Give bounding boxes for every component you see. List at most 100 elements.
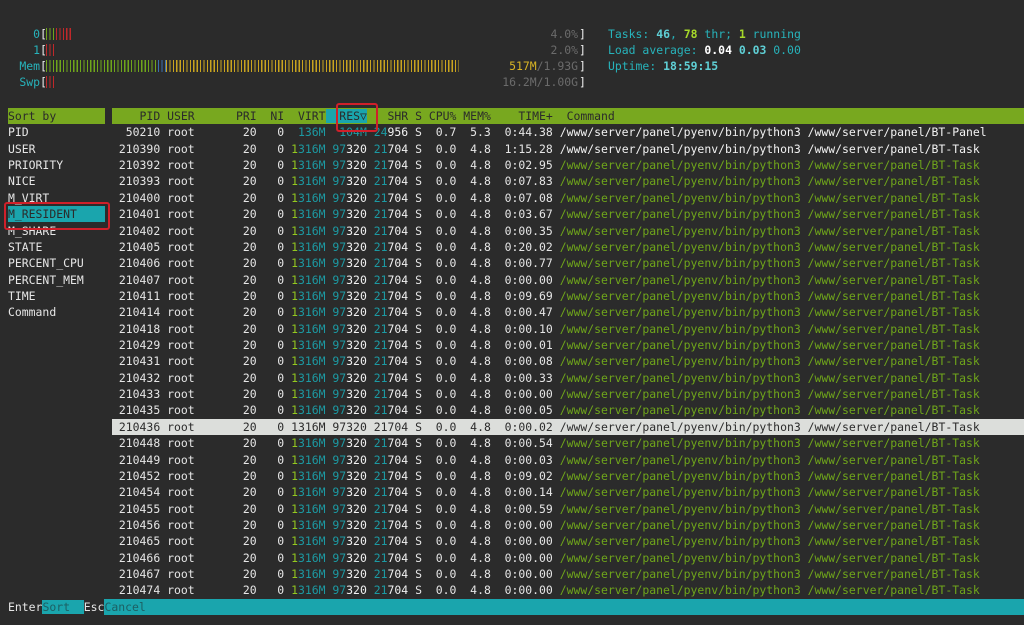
cpu-percent: 0.0 <box>421 485 457 500</box>
user: root <box>160 468 230 483</box>
process-row[interactable]: 210418 root 20 0 1316M 97320 21704 S 0.0… <box>112 321 1024 337</box>
shr-low: 704 <box>387 567 409 582</box>
column-header-time[interactable]: TIME+ <box>497 109 553 123</box>
process-row[interactable]: 210452 root 20 0 1316M 97320 21704 S 0.0… <box>112 468 1024 484</box>
process-row[interactable]: 210392 root 20 0 1316M 97320 21704 S 0.0… <box>112 157 1024 173</box>
mem-percent: 4.8 <box>456 468 491 483</box>
process-row[interactable]: 210414 root 20 0 1316M 97320 21704 S 0.0… <box>112 304 1024 320</box>
virt: 1316M <box>291 403 326 418</box>
process-row[interactable]: 210433 root 20 0 1316M 97320 21704 S 0.0… <box>112 386 1024 402</box>
res-column-highlight <box>336 103 378 132</box>
sort-option-user[interactable]: USER <box>8 141 36 156</box>
footer-esc-button[interactable]: EscCancel <box>84 599 1024 615</box>
process-row[interactable]: 210401 root 20 0 1316M 97320 21704 S 0.0… <box>112 206 1024 222</box>
command: /www/server/panel/pyenv/bin/python3 /www… <box>552 501 980 516</box>
process-row[interactable]: 210448 root 20 0 1316M 97320 21704 S 0.0… <box>112 435 1024 451</box>
process-row[interactable]: 50210 root 20 0 136M 104M 24956 S 0.7 5.… <box>112 124 1024 140</box>
process-row[interactable]: 210400 root 20 0 1316M 97320 21704 S 0.0… <box>112 190 1024 206</box>
process-row[interactable]: 210456 root 20 0 1316M 97320 21704 S 0.0… <box>112 517 1024 533</box>
sort-option-state[interactable]: STATE <box>8 239 43 254</box>
process-row[interactable]: 210406 root 20 0 1316M 97320 21704 S 0.0… <box>112 255 1024 271</box>
shr-low: 704 <box>387 239 409 254</box>
sort-option-command[interactable]: Command <box>8 305 57 320</box>
sort-option-m-share[interactable]: M_SHARE <box>8 223 57 238</box>
process-row[interactable]: 210429 root 20 0 1316M 97320 21704 S 0.0… <box>112 337 1024 353</box>
process-row[interactable]: 210402 root 20 0 1316M 97320 21704 S 0.0… <box>112 223 1024 239</box>
process-row[interactable]: 210449 root 20 0 1316M 97320 21704 S 0.0… <box>112 452 1024 468</box>
command: /www/server/panel/pyenv/bin/python3 /www… <box>552 436 980 451</box>
nice: 0 <box>256 370 285 385</box>
process-row[interactable]: 210467 root 20 0 1316M 97320 21704 S 0.0… <box>112 566 1024 582</box>
column-header-virt[interactable]: VIRT <box>291 109 326 123</box>
process-row[interactable]: 210411 root 20 0 1316M 97320 21704 S 0.0… <box>112 288 1024 304</box>
process-row[interactable]: 210436 root 20 0 1316M 97320 21704 S 0.0… <box>112 418 1024 435</box>
load-average-line: Load average: 0.04 0.03 0.00 <box>608 42 801 58</box>
column-header-s[interactable]: S <box>415 109 422 123</box>
res-high: 97 <box>332 158 347 173</box>
footer-enter-button[interactable]: EnterSort <box>8 600 84 614</box>
column-header-cpu[interactable]: CPU% <box>428 109 457 123</box>
column-header-mem[interactable]: MEM% <box>463 109 491 123</box>
cpu-percent: 0.0 <box>421 207 457 222</box>
mem-percent: 4.8 <box>456 158 491 173</box>
process-row[interactable]: 210454 root 20 0 1316M 97320 21704 S 0.0… <box>112 484 1024 500</box>
column-header-pid[interactable]: PID <box>112 109 161 123</box>
priority: 20 <box>229 567 257 582</box>
res-low: 320 <box>346 256 367 271</box>
process-row[interactable]: 210405 root 20 0 1316M 97320 21704 S 0.0… <box>112 239 1024 255</box>
sort-option-pid[interactable]: PID <box>8 125 29 140</box>
priority: 20 <box>229 452 257 467</box>
state: S <box>408 272 422 287</box>
sort-option-m-virt[interactable]: M_VIRT <box>8 190 50 205</box>
state: S <box>408 125 422 140</box>
process-row[interactable]: 210455 root 20 0 1316M 97320 21704 S 0.0… <box>112 501 1024 517</box>
command: /www/server/panel/pyenv/bin/python3 /www… <box>552 338 980 353</box>
res-low: 320 <box>346 141 367 156</box>
column-header-user[interactable]: USER <box>167 109 230 123</box>
sort-option-m-resident[interactable]: M_RESIDENT <box>8 206 105 223</box>
thr-label: thr; <box>697 27 739 41</box>
pid: 50210 <box>112 125 161 140</box>
pid: 210392 <box>112 158 161 173</box>
sort-option-percent-cpu[interactable]: PERCENT_CPU <box>8 256 84 271</box>
column-header-pri[interactable]: PRI <box>235 109 257 123</box>
mem-percent: 4.8 <box>456 518 491 532</box>
process-row[interactable]: 210407 root 20 0 1316M 97320 21704 S 0.0… <box>112 272 1024 288</box>
nice: 0 <box>256 387 285 402</box>
sort-option-priority[interactable]: PRIORITY <box>8 158 64 173</box>
cpu-percent: 0.0 <box>421 436 457 451</box>
swp-meter-label: Swp <box>19 75 40 89</box>
load-15: 0.00 <box>773 43 801 57</box>
process-row[interactable]: 210435 root 20 0 1316M 97320 21704 S 0.0… <box>112 402 1024 418</box>
mem-percent: 4.8 <box>456 403 491 418</box>
process-row[interactable]: 210432 root 20 0 1316M 97320 21704 S 0.0… <box>112 370 1024 386</box>
pid: 210433 <box>112 387 161 402</box>
column-header-res[interactable]: RES▽ <box>325 109 367 123</box>
pid: 210435 <box>112 403 161 418</box>
shr-high: 21 <box>373 567 388 582</box>
nice: 0 <box>256 518 285 532</box>
time: 0:00.00 <box>490 387 553 402</box>
process-row[interactable]: 210393 root 20 0 1316M 97320 21704 S 0.0… <box>112 173 1024 189</box>
mem-percent: 4.8 <box>456 567 491 582</box>
column-header-shr[interactable]: SHR <box>373 109 409 123</box>
process-row[interactable]: 210465 root 20 0 1316M 97320 21704 S 0.0… <box>112 533 1024 549</box>
process-row[interactable]: 210431 root 20 0 1316M 97320 21704 S 0.0… <box>112 353 1024 369</box>
sort-option-percent-mem[interactable]: PERCENT_MEM <box>8 272 84 287</box>
load-label: Load average: <box>608 43 705 57</box>
process-row[interactable]: 210466 root 20 0 1316M 97320 21704 S 0.0… <box>112 550 1024 566</box>
cpu-percent: 0.0 <box>421 305 457 320</box>
sort-option-time[interactable]: TIME <box>8 288 36 303</box>
shr-high: 21 <box>373 239 388 254</box>
swp-meter-open-bracket: [ <box>40 75 47 89</box>
mem-meter-value: 517M/1.93G <box>509 58 578 74</box>
virt: 1316M <box>291 256 326 271</box>
sort-option-nice[interactable]: NICE <box>8 174 36 189</box>
column-header-command[interactable]: Command <box>559 109 615 123</box>
shr-high: 21 <box>373 288 388 303</box>
state: S <box>408 354 422 369</box>
process-row[interactable]: 210390 root 20 0 1316M 97320 21704 S 0.0… <box>112 141 1024 157</box>
command: /www/server/panel/pyenv/bin/python3 /www… <box>552 583 980 598</box>
process-row[interactable]: 210474 root 20 0 1316M 97320 21704 S 0.0… <box>112 582 1024 598</box>
column-header-ni[interactable]: NI <box>263 109 285 123</box>
